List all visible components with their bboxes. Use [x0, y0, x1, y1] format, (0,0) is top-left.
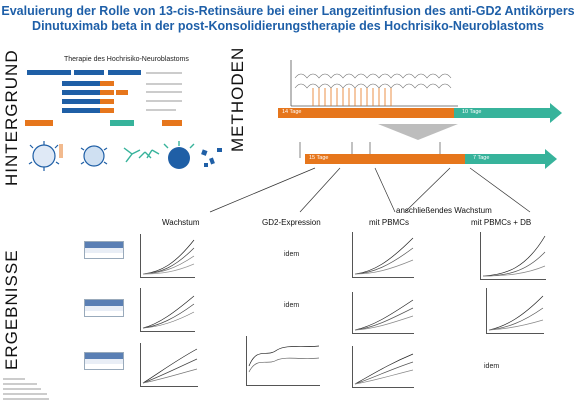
idem-row2-gd2: idem [284, 302, 300, 309]
timeline-phase-4-label: 7 Tage [473, 155, 490, 161]
graph-row3-pbmcs [352, 346, 414, 388]
mechanism-box-2 [110, 120, 134, 126]
timeline-phase-3: 15 Tage [305, 154, 465, 164]
column-header-gd2: GD2-Expression [262, 218, 321, 227]
graph-row1-pbmcs [352, 232, 414, 278]
therapy-box-10 [100, 99, 114, 104]
timeline-arrow-head-2 [545, 149, 557, 169]
column-header-wachstum: Wachstum [162, 218, 200, 227]
title-line-2: Dinutuximab beta in der post-Konsolidier… [32, 19, 544, 33]
timeline-phase-2-label: 10 Tage [462, 109, 482, 115]
timeline-phase-1: 14 Tage [278, 108, 454, 118]
therapy-box-6 [62, 90, 100, 95]
therapy-notes [146, 72, 182, 111]
mechanism-box-3 [162, 120, 182, 126]
hintergrund-panel-title: Therapie des Hochrisiko-Neuroblastoms [64, 56, 189, 63]
column-header-pbmcs-db: mit PBMCs + DB [471, 218, 532, 227]
section-label-ergebnisse: ERGEBNISSE [2, 249, 21, 370]
timeline-phase-1-label: 14 Tage [282, 109, 302, 115]
down-arrow [378, 124, 458, 140]
timeline-phase-2: 10 Tage [454, 108, 550, 118]
row-legend-1 [84, 241, 124, 259]
therapy-box-5 [100, 81, 114, 86]
section-label-methoden: METHODEN [228, 46, 247, 152]
graph-row3-gd2 [246, 336, 320, 386]
graph-row1-wachstum [140, 234, 195, 278]
therapy-box-3 [108, 70, 141, 75]
therapy-box-9 [62, 99, 100, 104]
cell-illustration [28, 141, 222, 171]
timeline-arrow-head-1 [550, 103, 562, 123]
graph-row2-wachstum [140, 288, 195, 332]
graph-row1-pbmcs-db [480, 232, 546, 280]
column-header-bridge: anschließendes Wachstum [396, 206, 492, 215]
timeline-phase-3-label: 15 Tage [309, 155, 329, 161]
idem-row3-pbmcs-db: idem [484, 363, 500, 370]
graph-row3-wachstum [140, 343, 198, 387]
therapy-box-8 [116, 90, 128, 95]
branch-lines [209, 167, 531, 213]
therapy-box-4 [62, 81, 100, 86]
mechanism-box-1 [25, 120, 53, 126]
graph-row2-pbmcs [352, 292, 414, 334]
therapy-box-2 [74, 70, 104, 75]
therapy-box-7 [100, 90, 114, 95]
graph-row2-pbmcs-db [486, 288, 544, 334]
idem-row1-gd2: idem [284, 251, 300, 258]
poster-title: Evaluierung der Rolle von 13-cis-Retinsä… [0, 4, 576, 34]
therapy-box-12 [100, 108, 114, 113]
row-legend-2 [84, 299, 124, 317]
concentration-schedule-graph [290, 60, 458, 107]
title-line-1: Evaluierung der Rolle von 13-cis-Retinsä… [1, 4, 575, 18]
author-affiliation [3, 378, 49, 400]
column-header-pbmcs: mit PBMCs [369, 218, 409, 227]
therapy-box-11 [62, 108, 100, 113]
therapy-box-1 [27, 70, 71, 75]
row-legend-3 [84, 352, 124, 370]
timeline-phase-4: 7 Tage [465, 154, 545, 164]
